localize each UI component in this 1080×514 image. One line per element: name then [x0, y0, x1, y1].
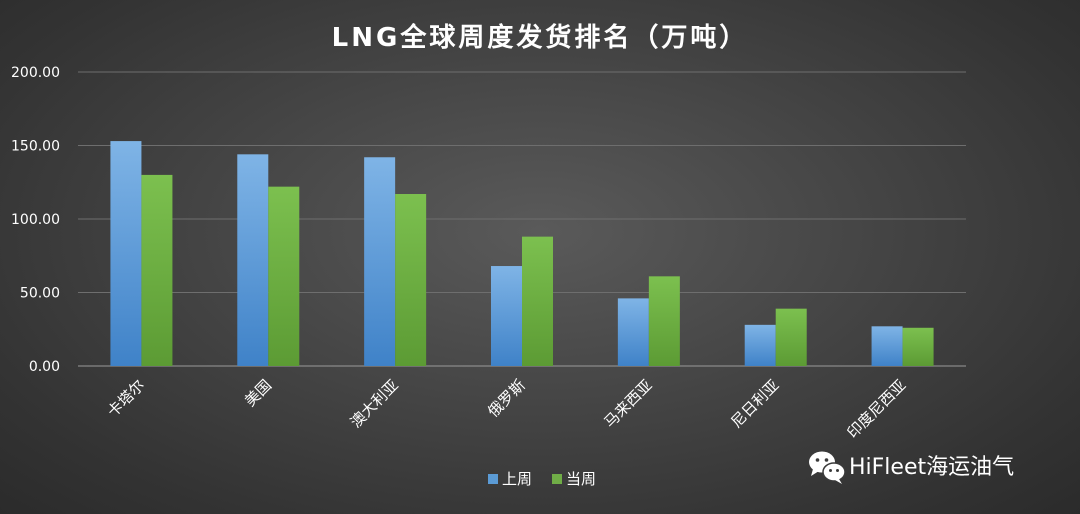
legend-label: 上周 — [502, 470, 532, 488]
x-tick-label: 澳大利亚 — [347, 376, 402, 431]
y-tick-label: 0.00 — [29, 359, 60, 375]
legend: 上周 当周 — [488, 470, 596, 488]
bar-this-week — [775, 308, 807, 366]
legend-swatch — [552, 474, 562, 484]
bar-last-week — [110, 141, 142, 366]
bar-last-week — [744, 324, 776, 366]
wechat-icon — [809, 451, 846, 484]
legend-swatch — [488, 474, 498, 484]
grid-lines — [78, 71, 966, 367]
bar-this-week — [395, 194, 427, 366]
watermark-text: HiFleet海运油气 — [849, 455, 1014, 480]
bar-this-week — [268, 186, 300, 366]
x-tick-label: 马来西亚 — [601, 376, 656, 431]
y-tick-label: 150.00 — [11, 139, 60, 155]
bars — [110, 141, 934, 366]
y-tick-label: 50.00 — [20, 286, 60, 302]
x-tick-label: 俄罗斯 — [484, 376, 529, 421]
bar-this-week — [902, 327, 934, 366]
watermark: HiFleet海运油气 — [809, 451, 1014, 484]
x-tick-label: 美国 — [241, 376, 275, 410]
legend-label: 当周 — [566, 470, 596, 488]
bar-this-week — [141, 174, 173, 366]
x-tick-label: 尼日利亚 — [727, 376, 782, 431]
y-tick-label: 200.00 — [11, 65, 60, 81]
x-tick-label: 印度尼西亚 — [844, 376, 910, 442]
y-tick-label: 100.00 — [11, 212, 60, 228]
bar-this-week — [648, 276, 680, 366]
bar-this-week — [522, 236, 553, 366]
bar-last-week — [491, 266, 522, 366]
bar-last-week — [871, 326, 903, 366]
x-tick-label: 卡塔尔 — [104, 376, 149, 421]
bar-last-week — [617, 298, 649, 366]
bar-last-week — [237, 154, 269, 366]
chart-title: LNG全球周度发货排名（万吨） — [332, 22, 749, 53]
bar-last-week — [364, 157, 396, 366]
